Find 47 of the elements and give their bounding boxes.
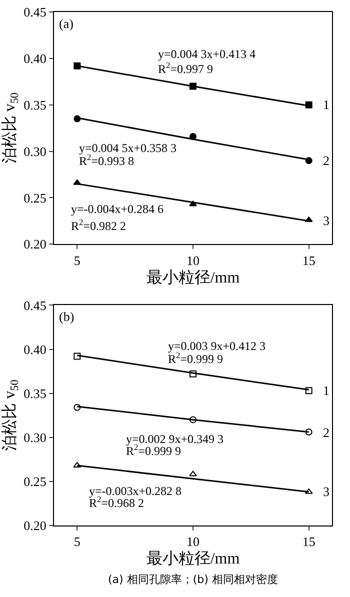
annotation: y=-0.004x+0.284 6	[71, 202, 164, 216]
y-tick-label: 0.35	[24, 97, 46, 112]
point	[190, 370, 196, 378]
annotation: 1	[323, 383, 330, 398]
chart-title: (b)	[59, 309, 74, 324]
point	[305, 428, 312, 436]
y-tick-label: 0.40	[24, 50, 46, 66]
y-tick-label: 0.25	[24, 190, 46, 206]
y-tick-label: 0.30	[24, 144, 46, 159]
annotation: 3	[323, 484, 330, 499]
y-tick-label: 0.35	[24, 386, 46, 401]
x-tick-label: 15	[302, 252, 316, 268]
x-axis-title: 最小粒径/mm	[146, 268, 240, 286]
x-tick-label: 15	[302, 534, 316, 549]
annotation: y=0.004 3x+0.413 4	[158, 47, 256, 61]
y-tick-label: 0.40	[24, 342, 46, 357]
x-axis-title: 最小粒径/mm	[146, 550, 240, 568]
point	[189, 470, 197, 476]
annotation: 1	[323, 97, 330, 112]
point	[74, 62, 81, 70]
y-tick-label: 0.30	[24, 430, 46, 445]
annotation: y=-0.003x+0.282 8	[89, 484, 182, 498]
x-tick-label: 5	[74, 252, 80, 268]
text: (a) 相同孔隙率；(b) 相同相对密度	[108, 573, 278, 586]
annotation: R$^{2}$=0.982 2	[71, 218, 126, 234]
annotation: 2	[323, 425, 330, 440]
point	[74, 404, 81, 411]
annotation: 2	[323, 153, 330, 168]
point	[190, 416, 196, 424]
annotation: y=0.003 9x+0.412 3	[168, 339, 266, 353]
y-tick-label: 0.20	[24, 518, 46, 533]
annotation: 3	[323, 213, 330, 228]
point	[304, 488, 313, 494]
y-tick-label: 0.20	[24, 236, 46, 252]
x-tick-label: 10	[186, 534, 200, 549]
x-tick-label: 10	[186, 252, 200, 268]
y-tick-label: 0.45	[24, 4, 46, 20]
x-tick-label: 5	[74, 534, 80, 549]
point	[74, 352, 81, 360]
chart-title: (a)	[59, 16, 74, 31]
y-tick-label: 0.45	[24, 298, 46, 313]
annotation: y=0.002 9x+0.349 3	[126, 432, 224, 446]
point	[305, 101, 312, 108]
point	[305, 387, 312, 394]
y-tick-label: 0.25	[24, 474, 46, 489]
annotation: y=0.004 5x+0.358 3	[79, 141, 177, 155]
annotation: R$^{2}$=0.997 9	[158, 61, 213, 76]
